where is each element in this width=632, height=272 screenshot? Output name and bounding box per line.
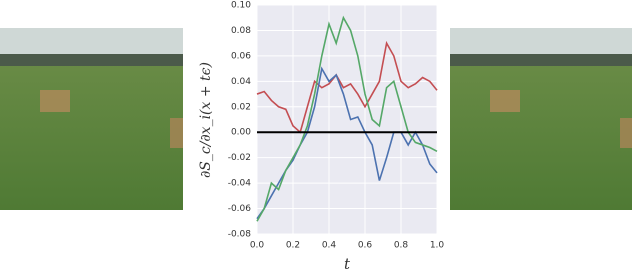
x-tick-label: 1.0 bbox=[430, 241, 445, 251]
y-tick-label: 0.02 bbox=[231, 102, 251, 112]
x-tick-label: 0.8 bbox=[394, 241, 409, 251]
x-tick-label: 0.6 bbox=[358, 241, 373, 251]
left-image bbox=[0, 28, 183, 210]
y-axis-label: ∂S_c/∂x_i(x + tϵ) bbox=[198, 62, 214, 178]
y-tick-label: 0.04 bbox=[231, 77, 251, 87]
line-series bbox=[256, 15, 438, 222]
x-tick-label: 0.4 bbox=[322, 241, 337, 251]
y-tick-label: -0.04 bbox=[228, 179, 252, 189]
line-series bbox=[256, 40, 438, 134]
y-tick-label: -0.06 bbox=[228, 204, 252, 214]
plot-area bbox=[257, 5, 437, 234]
y-tick-label: 0.08 bbox=[231, 26, 251, 36]
y-tick-label: 0.06 bbox=[231, 51, 251, 61]
y-tick-label: -0.02 bbox=[228, 153, 251, 163]
right-image bbox=[450, 28, 632, 210]
x-axis-label: t bbox=[344, 255, 351, 272]
x-tick-label: 0.0 bbox=[250, 241, 265, 251]
y-tick-label: -0.08 bbox=[228, 230, 252, 240]
y-tick-label: 0.10 bbox=[231, 1, 251, 11]
y-tick-label: 0.00 bbox=[231, 128, 251, 138]
x-tick-label: 0.2 bbox=[286, 241, 300, 251]
